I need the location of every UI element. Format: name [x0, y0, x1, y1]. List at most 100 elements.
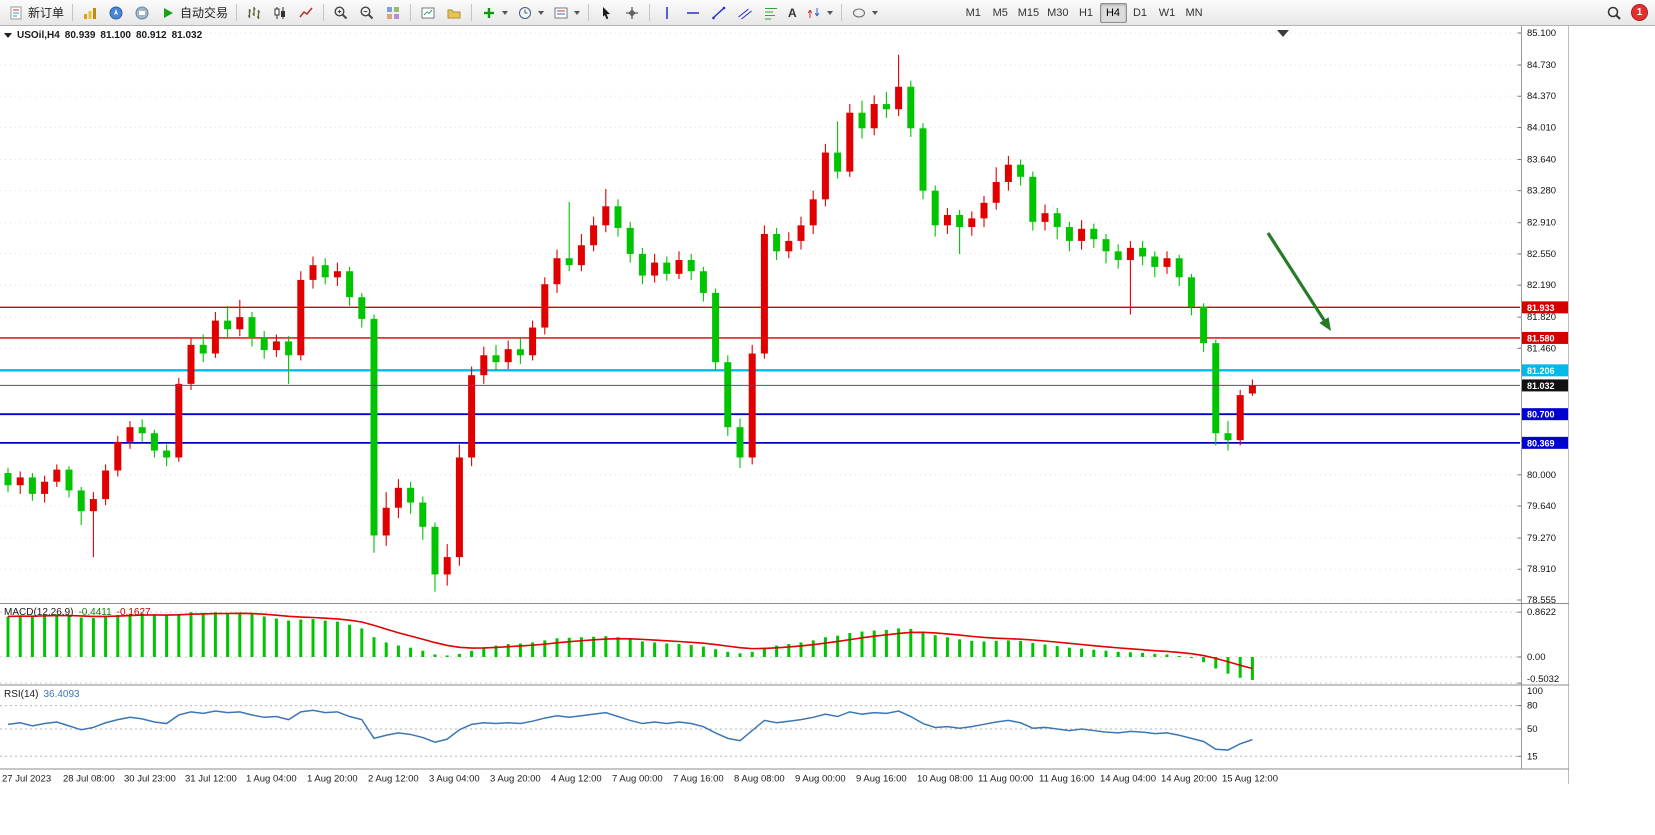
candle-bull — [394, 487, 402, 508]
trend-arrow-head[interactable] — [1319, 317, 1331, 331]
time-label: 27 Jul 2023 — [2, 774, 51, 785]
candle-bear — [907, 86, 915, 129]
candle-bull — [504, 349, 512, 363]
search-icon — [1605, 5, 1623, 21]
horizontal-line-tool-button[interactable] — [680, 2, 706, 24]
auto-trading-button[interactable]: 自动交易 — [155, 2, 232, 24]
price-level-label — [1522, 301, 1568, 314]
market-watch-icon — [81, 5, 99, 21]
fibonacci-tool-button[interactable] — [758, 2, 784, 24]
candle-bull — [590, 225, 598, 246]
channel-tool-button[interactable] — [732, 2, 758, 24]
candle-bear — [431, 526, 439, 575]
candle-bear — [773, 233, 781, 252]
trend-arrow-line[interactable] — [1266, 232, 1328, 325]
arrows-tool-button[interactable] — [801, 2, 837, 24]
candle-bull — [443, 557, 451, 575]
templates-button[interactable] — [548, 2, 584, 24]
price-tick-label: 82.190 — [1527, 280, 1556, 291]
candle-bull — [1078, 228, 1086, 241]
candle-bear — [1212, 343, 1220, 434]
candle-bear — [163, 450, 171, 458]
bar-chart-button[interactable] — [241, 2, 267, 24]
candlestick-chart-button[interactable] — [267, 2, 293, 24]
indicators-button[interactable] — [476, 2, 512, 24]
tile-windows-button[interactable] — [380, 2, 406, 24]
timeframe-m1[interactable]: M1 — [965, 6, 981, 19]
timeframe-mn[interactable]: MN — [1185, 6, 1203, 19]
time-label: 4 Aug 12:00 — [551, 774, 602, 785]
navigator-icon — [107, 5, 125, 21]
candle-bull — [1236, 395, 1244, 441]
terminal-button[interactable] — [129, 2, 155, 24]
rsi-name: RSI(14) — [4, 689, 39, 700]
text-tool-button[interactable]: A — [784, 2, 801, 24]
periods-button[interactable] — [512, 2, 548, 24]
zoom-out-button[interactable] — [354, 2, 380, 24]
zoom-in-button[interactable] — [328, 2, 354, 24]
macd-signal-line — [7, 612, 1253, 670]
price-level-label — [1522, 436, 1568, 449]
timeframe-m5[interactable]: M5 — [992, 6, 1008, 19]
timeframe-h1[interactable]: H1 — [1078, 6, 1094, 19]
candle-bear — [565, 258, 573, 266]
candle-bear — [248, 317, 256, 338]
fibonacci-icon — [762, 5, 780, 21]
rsi-axis-label: 15 — [1527, 751, 1538, 762]
new-order-button[interactable]: 新订单 — [3, 2, 68, 24]
toolbar-separator — [72, 4, 74, 21]
timeframe-d1[interactable]: D1 — [1132, 6, 1148, 19]
candle-bear — [724, 362, 732, 428]
candle-bull — [1248, 385, 1256, 394]
timeframe-h4[interactable]: H4 — [1099, 2, 1127, 23]
time-label: 11 Aug 16:00 — [1039, 774, 1094, 785]
price-tick-label: 83.280 — [1527, 186, 1556, 197]
new-chart-button[interactable] — [415, 2, 441, 24]
chevron-down-icon — [538, 10, 545, 15]
candle-bull — [785, 240, 793, 252]
crosshair-button[interactable] — [619, 2, 645, 24]
toolbar-separator — [323, 4, 325, 21]
candle-bull — [943, 214, 951, 226]
candle-bear — [1175, 258, 1183, 278]
notification-badge: 1 — [1631, 4, 1648, 21]
timeframe-m15[interactable]: M15 — [1017, 6, 1040, 19]
timeframe-w1[interactable]: W1 — [1158, 6, 1176, 19]
chevron-down-icon — [871, 10, 878, 15]
market-watch-button[interactable] — [77, 2, 103, 24]
cursor-button[interactable] — [593, 2, 619, 24]
time-label: 10 Aug 08:00 — [917, 774, 973, 785]
price-tick-label: 82.910 — [1527, 218, 1556, 229]
new-order-icon — [7, 5, 25, 21]
macd-signal-value: -0.1627 — [116, 607, 151, 618]
price-level-label — [1522, 331, 1568, 344]
chart-shift-marker[interactable] — [1277, 30, 1289, 37]
candle-bull — [187, 344, 195, 384]
search-button[interactable] — [1601, 2, 1627, 24]
new-chart-icon — [419, 5, 437, 21]
price-level-label-text: 80.700 — [1527, 410, 1555, 420]
chart-profiles-button[interactable] — [441, 2, 467, 24]
line-chart-button[interactable] — [293, 2, 319, 24]
vertical-line-tool-button[interactable] — [654, 2, 680, 24]
tile-windows-icon — [384, 5, 402, 21]
candle-bear — [138, 427, 146, 434]
candle-bear — [1102, 239, 1110, 252]
timeframe-m30[interactable]: M30 — [1047, 6, 1069, 19]
chevron-down-icon — [502, 10, 509, 15]
price-level-label-text: 81.032 — [1527, 381, 1555, 391]
clock-icon — [516, 5, 534, 21]
candle-bear — [1139, 247, 1147, 257]
candle-bear — [358, 297, 366, 319]
shapes-tool-button[interactable] — [846, 2, 882, 24]
text-tool-icon: A — [788, 5, 797, 20]
trendline-tool-button[interactable] — [706, 2, 732, 24]
symbol-dropdown-icon[interactable] — [4, 33, 12, 38]
notifications-button[interactable]: 1 — [1627, 2, 1652, 24]
toolbar-separator — [236, 4, 238, 21]
auto-trading-play-icon — [159, 5, 177, 21]
price-chart-canvas[interactable]: 85.100 84.730 84.370 84.010 83.640 83.280 82.9… — [0, 26, 1569, 784]
macd-axis-label: -0.5032 — [1527, 674, 1559, 685]
navigator-button[interactable] — [103, 2, 129, 24]
candle-bear — [1200, 306, 1208, 344]
